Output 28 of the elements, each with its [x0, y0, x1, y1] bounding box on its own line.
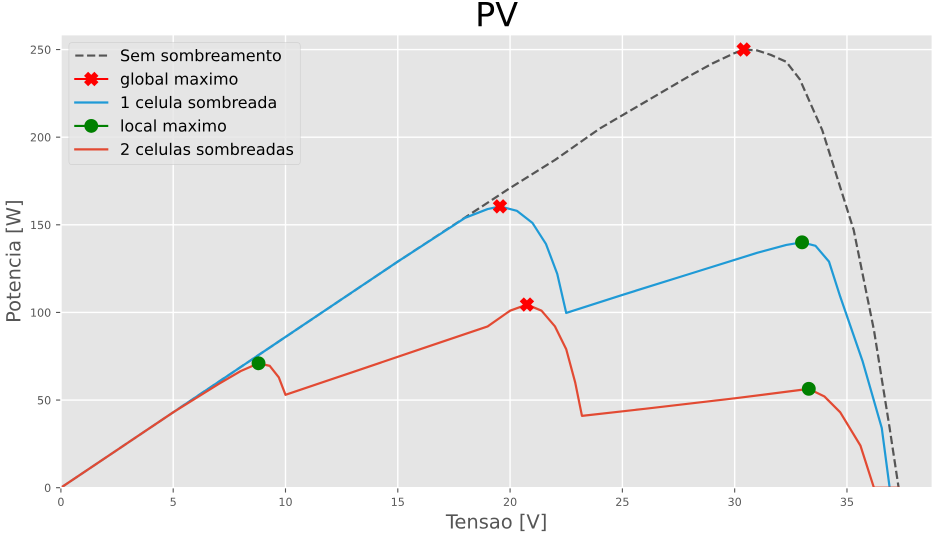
- point: [736, 42, 751, 56]
- x-tick-label: 30: [728, 498, 742, 506]
- x-tick-label: 35: [840, 498, 854, 506]
- y-axis-title: Potencia [W]: [6, 201, 23, 321]
- point: [520, 298, 534, 312]
- x-tick-label: 15: [392, 498, 404, 506]
- legend-label: local maximo: [122, 119, 226, 132]
- chart-title: PV: [478, 2, 518, 26]
- x-tick-label: 5: [170, 498, 176, 506]
- y-tick-label: 0: [44, 484, 50, 492]
- point: [493, 199, 507, 214]
- point: [252, 356, 266, 370]
- y-tick-label: 50: [38, 396, 50, 404]
- x-tick-label: 10: [280, 498, 292, 506]
- point: [802, 382, 816, 396]
- x-tick-label: 25: [616, 498, 628, 506]
- x-tick-label: 20: [504, 498, 516, 506]
- y-tick-label: 150: [31, 220, 50, 230]
- legend-label: 1 celula sombreada: [122, 96, 276, 108]
- legend-label: Sem sombreamento: [121, 49, 281, 62]
- y-tick-label: 250: [30, 46, 50, 54]
- x-tick-label: 0: [58, 498, 64, 506]
- y-tick-label: 200: [30, 133, 50, 142]
- point: [795, 235, 809, 250]
- legend-label: global maximo: [120, 72, 238, 88]
- y-tick-label: 100: [31, 308, 50, 317]
- legend-label: 2 celulas sombreadas: [121, 142, 294, 156]
- x-axis-title: Tensao [V]: [446, 514, 546, 532]
